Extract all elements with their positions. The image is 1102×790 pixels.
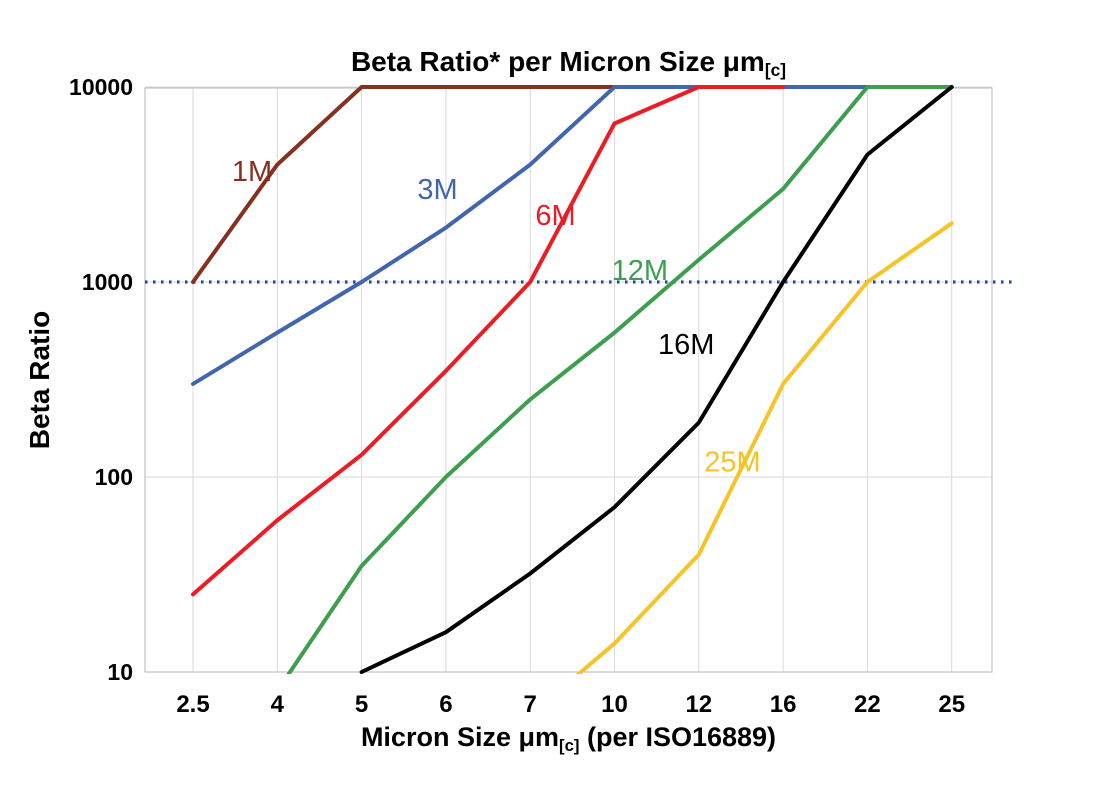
chart-title-text: Beta Ratio* per Micron Size μm — [350, 46, 765, 77]
series-label-25M: 25M — [704, 447, 760, 479]
series-label-12M: 12M — [612, 255, 668, 287]
x-axis-title-text: Micron Size μm — [360, 722, 559, 752]
y-tick-label-100: 100 — [95, 464, 133, 490]
x-tick-label-25: 25 — [938, 691, 965, 718]
series-lines — [191, 85, 954, 674]
x-tick-label-16: 16 — [770, 691, 797, 718]
y-tick-label-10: 10 — [107, 659, 133, 685]
series-label-1M: 1M — [232, 156, 272, 188]
chart-title-subscript: [c] — [764, 59, 787, 80]
x-axis-title: Micron Size μm[c] (per ISO16889) — [145, 722, 992, 755]
series-line-1M — [191, 85, 617, 284]
series-label-3M: 3M — [417, 174, 457, 206]
x-tick-label-7: 7 — [524, 691, 537, 718]
x-tick-label-5: 5 — [355, 691, 368, 718]
series-label-16M: 16M — [658, 329, 714, 361]
series-line-6M — [191, 85, 786, 597]
x-axis-title-suffix: (per ISO16889) — [579, 722, 777, 752]
y-tick-label-10000: 10000 — [69, 74, 133, 100]
series-line-25M — [575, 221, 954, 674]
x-tick-label-22: 22 — [854, 691, 881, 718]
series-line-16M — [359, 85, 954, 674]
x-tick-label-12: 12 — [685, 691, 712, 718]
x-tick-label-6: 6 — [439, 691, 452, 718]
series-line-12M — [286, 85, 954, 674]
x-axis-title-subscript: [c] — [559, 735, 580, 755]
x-tick-label-4: 4 — [271, 691, 285, 718]
series-label-6M: 6M — [535, 200, 575, 232]
x-tick-label-10: 10 — [601, 691, 628, 718]
chart-title: Beta Ratio* per Micron Size μm[c] — [145, 46, 992, 80]
y-tick-label-1000: 1000 — [82, 269, 133, 295]
x-tick-label-2.5: 2.5 — [176, 691, 209, 718]
